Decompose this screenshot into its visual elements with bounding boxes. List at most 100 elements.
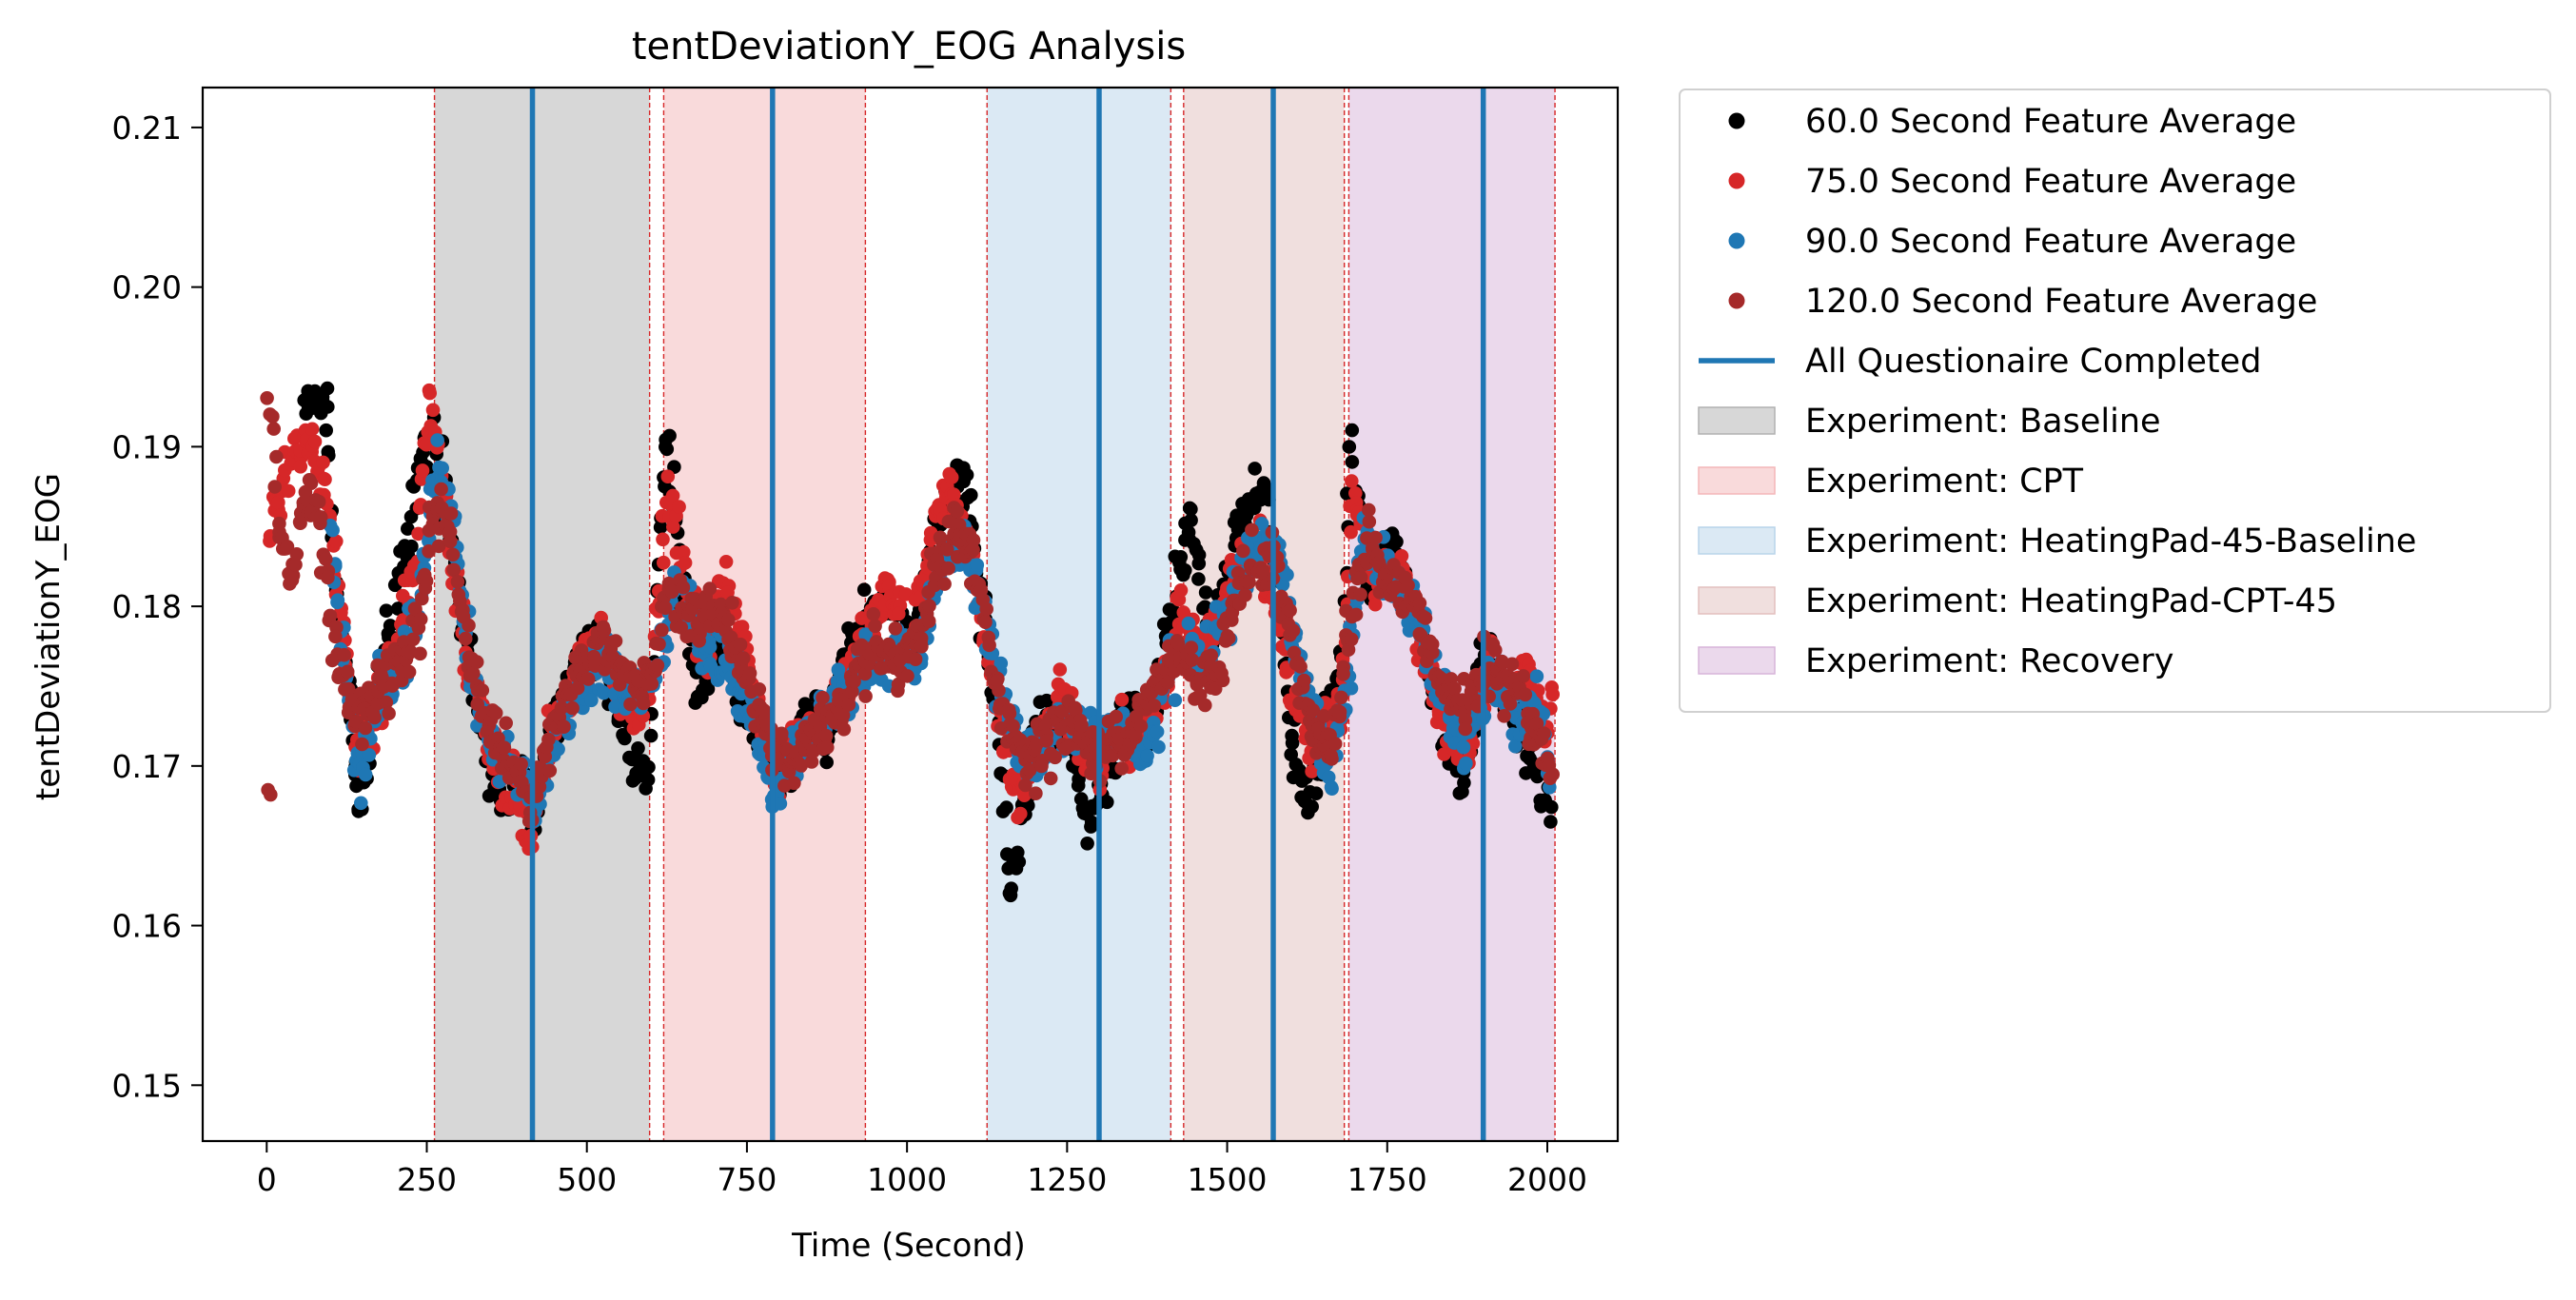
point-s3-799	[1336, 667, 1350, 681]
point-s3-340	[721, 613, 736, 627]
point-s3-320	[692, 634, 706, 648]
point-s3-491	[921, 614, 936, 628]
point-s0-813	[1389, 535, 1404, 549]
point-s3-505	[941, 561, 955, 576]
point-s1-14	[281, 483, 296, 499]
point-s3-20	[289, 547, 305, 561]
point-s0-650	[1173, 550, 1189, 564]
point-s3-345	[725, 596, 739, 610]
legend-marker-5	[1698, 406, 1776, 435]
point-s3-412	[816, 690, 830, 705]
point-s0-78	[404, 539, 419, 554]
point-s3-943	[1529, 717, 1544, 731]
point-s1-291	[657, 555, 671, 570]
point-s3-552	[1006, 719, 1020, 734]
y-tick-label-5: 0.20	[112, 269, 182, 306]
point-s0-862	[1455, 784, 1469, 799]
point-s3-434	[847, 674, 861, 689]
point-s3-804	[1344, 632, 1359, 647]
point-s0-77	[401, 522, 415, 536]
point-s2-335	[773, 797, 788, 811]
point-s2-282	[702, 640, 718, 655]
point-s3-919	[1497, 709, 1511, 723]
x-tick-label-2: 500	[557, 1161, 617, 1198]
point-s2-203	[597, 685, 611, 700]
point-s1-469	[892, 606, 906, 621]
point-s3-532	[978, 615, 993, 629]
point-s3-146	[462, 618, 476, 633]
point-s0-751	[1308, 786, 1324, 800]
point-s3-249	[596, 620, 611, 635]
legend-label-5: Experiment: Baseline	[1805, 403, 2161, 441]
x-tick-label-7: 1750	[1347, 1161, 1427, 1198]
point-s3-38	[313, 510, 328, 524]
point-s0-495	[964, 487, 978, 502]
point-s3-135	[443, 506, 459, 521]
point-s3-137	[445, 547, 461, 562]
legend-item-6: Experiment: CPT	[1698, 463, 2084, 501]
point-s3-728	[1242, 575, 1256, 590]
point-s1-561	[1017, 788, 1032, 802]
point-s0-665	[1191, 556, 1207, 571]
point-s1-114	[415, 463, 430, 478]
point-s1-805	[1345, 474, 1359, 488]
legend-marker-9	[1698, 646, 1776, 675]
point-s3-550	[1002, 706, 1017, 720]
point-s3-112	[415, 591, 429, 606]
point-s3-708	[1214, 666, 1229, 680]
point-s2-377	[831, 662, 846, 677]
point-s3-225	[565, 700, 580, 716]
point-s3-5	[269, 449, 284, 464]
point-s0-389	[819, 755, 834, 770]
point-s3-187	[514, 757, 528, 772]
point-s2-842	[1456, 739, 1471, 755]
outlier-point-1	[264, 787, 278, 802]
point-s1-33	[307, 434, 323, 449]
point-s1-507	[944, 470, 959, 484]
point-s0-657	[1181, 525, 1196, 540]
point-s0-271	[662, 428, 677, 443]
point-s1-304	[672, 500, 686, 514]
point-s3-13	[280, 540, 295, 554]
point-s3-792	[1327, 737, 1343, 751]
point-s0-585	[1084, 815, 1099, 830]
point-s3-953	[1545, 767, 1560, 781]
legend-label-1: 75.0 Second Feature Average	[1805, 163, 2296, 201]
legend-marker-2	[1728, 232, 1745, 249]
point-s0-256	[643, 728, 659, 743]
point-s1-110	[411, 526, 425, 542]
legend-marker-8	[1698, 586, 1776, 615]
point-s3-891	[1458, 721, 1473, 737]
point-s0-522	[1000, 847, 1014, 861]
point-s3-394	[794, 758, 809, 773]
point-s1-121	[425, 403, 441, 418]
point-s2-193	[584, 693, 599, 708]
point-s0-777	[1342, 440, 1357, 454]
point-s3-542	[992, 683, 1006, 698]
x-axis-ticks: 0 250 500 750 1000 1250 1500 1750 2000	[257, 1141, 1587, 1198]
point-s3-44	[321, 570, 335, 585]
point-s3-676	[1170, 636, 1186, 651]
point-s3-469	[891, 677, 906, 692]
point-s2-607	[1140, 748, 1154, 763]
x-tick-label-0: 0	[257, 1161, 277, 1198]
point-s3-389	[787, 776, 801, 791]
legend-item-1: 75.0 Second Feature Average	[1728, 163, 2296, 201]
point-s3-414	[818, 728, 834, 743]
legend-box	[1679, 89, 2551, 713]
point-s0-15	[321, 400, 335, 414]
point-s0-415	[856, 582, 872, 597]
point-s1-39	[316, 455, 330, 470]
point-s3-229	[570, 680, 585, 696]
point-s3-796	[1332, 704, 1347, 719]
point-s3-430	[841, 698, 856, 712]
point-s0-778	[1345, 423, 1360, 438]
point-s3-113	[413, 612, 428, 626]
point-s0-248	[631, 741, 645, 756]
point-s3-31	[304, 476, 319, 490]
point-s3-300	[664, 584, 679, 600]
point-s3-443	[858, 689, 873, 703]
point-s1-558	[1013, 806, 1028, 821]
point-s3-58	[341, 681, 356, 697]
